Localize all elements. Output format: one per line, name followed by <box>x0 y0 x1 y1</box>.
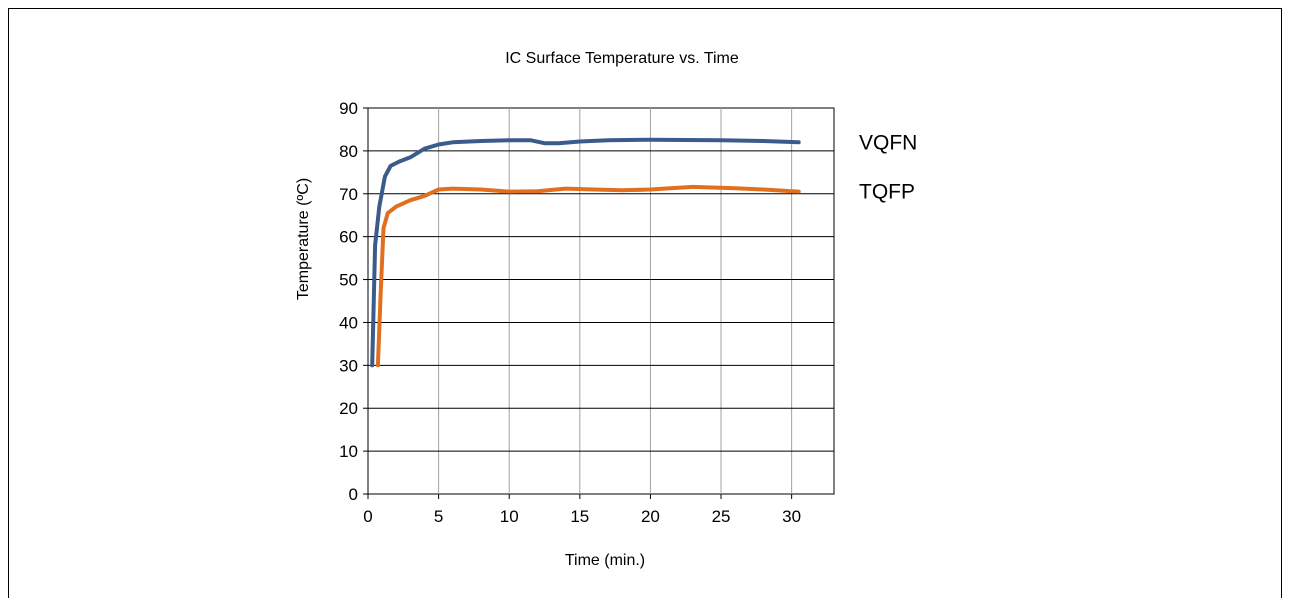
legend-label-vqfn: VQFN <box>859 131 917 154</box>
x-tick-label: 0 <box>363 507 372 526</box>
y-tick-label: 10 <box>339 442 358 461</box>
y-tick-label: 70 <box>339 185 358 204</box>
y-tick-label: 90 <box>339 99 358 118</box>
y-axis-label: Temperature (ºC) <box>295 178 312 300</box>
chart-title: IC Surface Temperature vs. Time <box>505 50 739 67</box>
axis-ticks: 0 5 10 15 20 25 30 0 10 20 30 40 50 60 70 80 90 <box>339 99 801 526</box>
y-tick-label: 0 <box>349 485 358 504</box>
x-tick-label: 30 <box>782 507 801 526</box>
y-tick-label: 60 <box>339 228 358 247</box>
y-tick-label: 80 <box>339 142 358 161</box>
series-lines <box>370 137 801 368</box>
y-tick-label: 20 <box>339 399 358 418</box>
x-axis-label: Time (min.) <box>565 552 645 569</box>
plot-border <box>367 107 835 495</box>
series-line-vqfn <box>370 137 801 368</box>
x-tick-label: 25 <box>712 507 731 526</box>
x-tick-label: 10 <box>500 507 519 526</box>
x-tick-label: 5 <box>434 507 443 526</box>
y-tick-label: 40 <box>339 313 358 332</box>
plot-grid <box>367 107 835 495</box>
y-tick-label: 50 <box>339 271 358 290</box>
line-chart: IC Surface Temperature vs. Time 0 5 10 15 20… <box>295 50 917 569</box>
series-legend: VQFN TQFP <box>859 131 917 203</box>
legend-label-tqfp: TQFP <box>859 181 915 204</box>
x-tick-label: 20 <box>641 507 660 526</box>
y-tick-label: 30 <box>339 356 358 375</box>
x-tick-label: 15 <box>570 507 589 526</box>
series-line-tqfp <box>375 184 801 368</box>
chart-frame: IC Surface Temperature vs. Time 0 5 10 15 20… <box>8 8 1282 598</box>
